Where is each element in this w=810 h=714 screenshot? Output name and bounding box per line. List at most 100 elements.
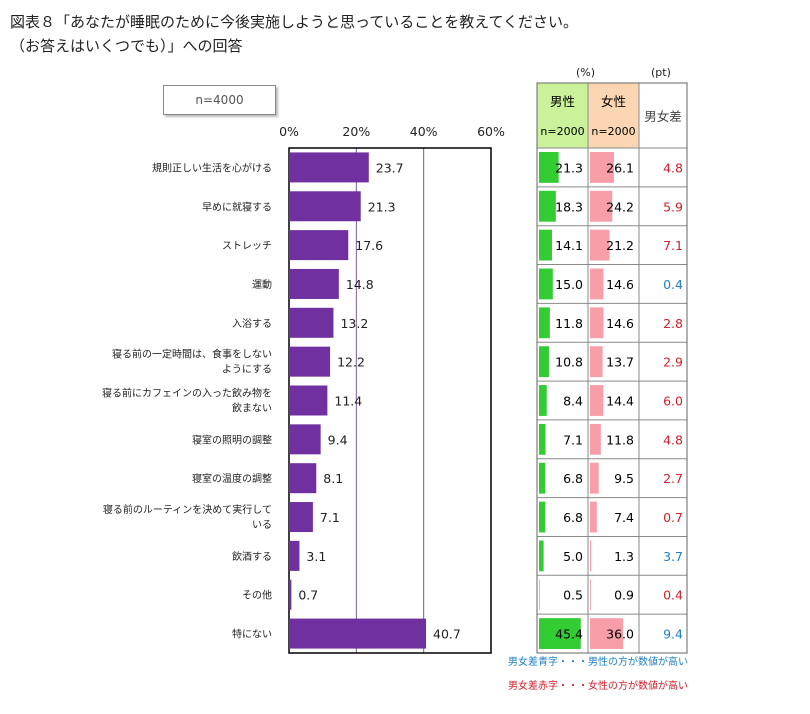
female-value: 13.7 — [606, 355, 634, 370]
data-label: 12.2 — [337, 355, 365, 370]
category-label: 寝る前の一定時間は、食事をしない — [112, 348, 272, 361]
male-bar — [539, 462, 546, 494]
male-n-label: n=2000 — [540, 125, 584, 138]
female-bar — [590, 307, 604, 339]
data-label: 7.1 — [320, 510, 340, 525]
diff-value: 0.4 — [663, 588, 683, 603]
legend-blue-note: 男女差青字・・・男性の方が数値が高い — [508, 657, 688, 668]
female-bar — [590, 423, 601, 455]
category-label: 特にない — [232, 629, 272, 641]
diff-value: 4.8 — [663, 160, 683, 175]
category-label: ストレッチ — [222, 240, 272, 252]
bar — [289, 268, 339, 299]
category-label: その他 — [242, 589, 272, 602]
x-tick-label: 20% — [342, 124, 370, 139]
data-label: 0.7 — [298, 588, 318, 603]
male-bar — [539, 190, 556, 222]
x-tick-label: 0% — [279, 124, 299, 139]
title-line-1: 図表８「あなたが睡眠のために今後実施しようと思っていることを教えてください。 — [10, 13, 579, 31]
category-label: ようにする — [222, 364, 272, 376]
diff-header: 男女差 — [644, 109, 682, 124]
male-bar — [539, 423, 546, 455]
bar — [289, 152, 369, 183]
data-label: 13.2 — [340, 316, 368, 331]
bar — [289, 579, 292, 610]
male-value: 21.3 — [555, 160, 583, 175]
female-header-cell — [588, 83, 639, 148]
data-label: 14.8 — [346, 277, 374, 292]
female-bar — [590, 540, 592, 572]
data-label: 40.7 — [433, 627, 461, 642]
category-label: 飲酒する — [232, 550, 272, 563]
male-value: 6.8 — [563, 471, 583, 486]
category-label: 運動 — [252, 278, 272, 291]
bar — [289, 463, 317, 494]
percent-unit-label: (%) — [576, 66, 596, 79]
category-label: 寝る前のルーティンを決めて実行して — [103, 503, 272, 516]
female-value: 1.3 — [614, 549, 634, 564]
diff-value: 2.7 — [663, 471, 683, 486]
male-bar — [539, 268, 553, 300]
female-bar — [590, 501, 597, 533]
male-value: 18.3 — [555, 199, 583, 214]
female-bar — [590, 579, 591, 611]
male-bar — [539, 307, 550, 339]
male-value: 8.4 — [563, 394, 583, 409]
male-value: 0.5 — [563, 588, 583, 603]
male-bar — [539, 346, 549, 378]
category-label: 早めに就寝する — [202, 200, 272, 213]
diff-value: 4.8 — [663, 432, 683, 447]
sample-size-box: n=4000 — [163, 85, 276, 115]
bar — [289, 502, 313, 533]
female-value: 21.2 — [606, 238, 634, 253]
data-label: 11.4 — [334, 394, 362, 409]
category-label: 寝室の照明の調整 — [192, 433, 272, 446]
category-label: 寝る前にカフェインの入った飲み物を — [102, 387, 272, 400]
diff-value: 9.4 — [663, 627, 683, 642]
male-value: 15.0 — [555, 277, 583, 292]
x-tick-label: 60% — [477, 124, 505, 139]
male-bar — [539, 618, 581, 649]
diff-value: 0.4 — [663, 277, 683, 292]
female-bar — [590, 385, 604, 416]
diff-value: 2.9 — [663, 355, 683, 370]
data-label: 3.1 — [306, 549, 326, 564]
diff-value: 7.1 — [663, 238, 683, 253]
data-label: 8.1 — [323, 471, 343, 486]
female-header: 女性 — [601, 94, 626, 109]
female-bar — [590, 268, 604, 300]
female-value: 24.2 — [606, 199, 634, 214]
bar — [289, 346, 331, 377]
male-value: 11.8 — [555, 316, 583, 331]
male-value: 45.4 — [555, 627, 583, 642]
female-bar — [590, 346, 603, 378]
male-bar — [539, 229, 552, 261]
male-bar — [539, 152, 559, 183]
female-bar — [590, 152, 615, 183]
legend-red-note: 男女差赤字・・・女性の方が数値が高い — [508, 681, 688, 692]
male-bar — [539, 540, 544, 572]
title-line-2: （お答えはいくつでも）」への回答 — [10, 37, 243, 55]
male-value: 10.8 — [555, 355, 583, 370]
category-label: 規則正しい生活を心がける — [152, 161, 272, 174]
data-label: 9.4 — [328, 432, 348, 447]
female-value: 36.0 — [606, 627, 634, 642]
male-value: 5.0 — [563, 549, 583, 564]
bar — [289, 385, 328, 416]
diff-value: 6.0 — [663, 394, 683, 409]
diff-value: 0.7 — [663, 510, 683, 525]
diff-value: 2.8 — [663, 316, 683, 331]
point-unit-label: (pt) — [651, 66, 671, 79]
female-value: 14.6 — [606, 277, 634, 292]
female-value: 9.5 — [614, 471, 634, 486]
diff-value: 3.7 — [663, 549, 683, 564]
bar — [289, 618, 427, 649]
male-value: 7.1 — [563, 432, 583, 447]
male-value: 6.8 — [563, 510, 583, 525]
bar — [289, 230, 349, 261]
female-value: 14.4 — [606, 394, 634, 409]
bar — [289, 424, 321, 455]
male-value: 14.1 — [555, 238, 583, 253]
bar — [289, 191, 361, 222]
